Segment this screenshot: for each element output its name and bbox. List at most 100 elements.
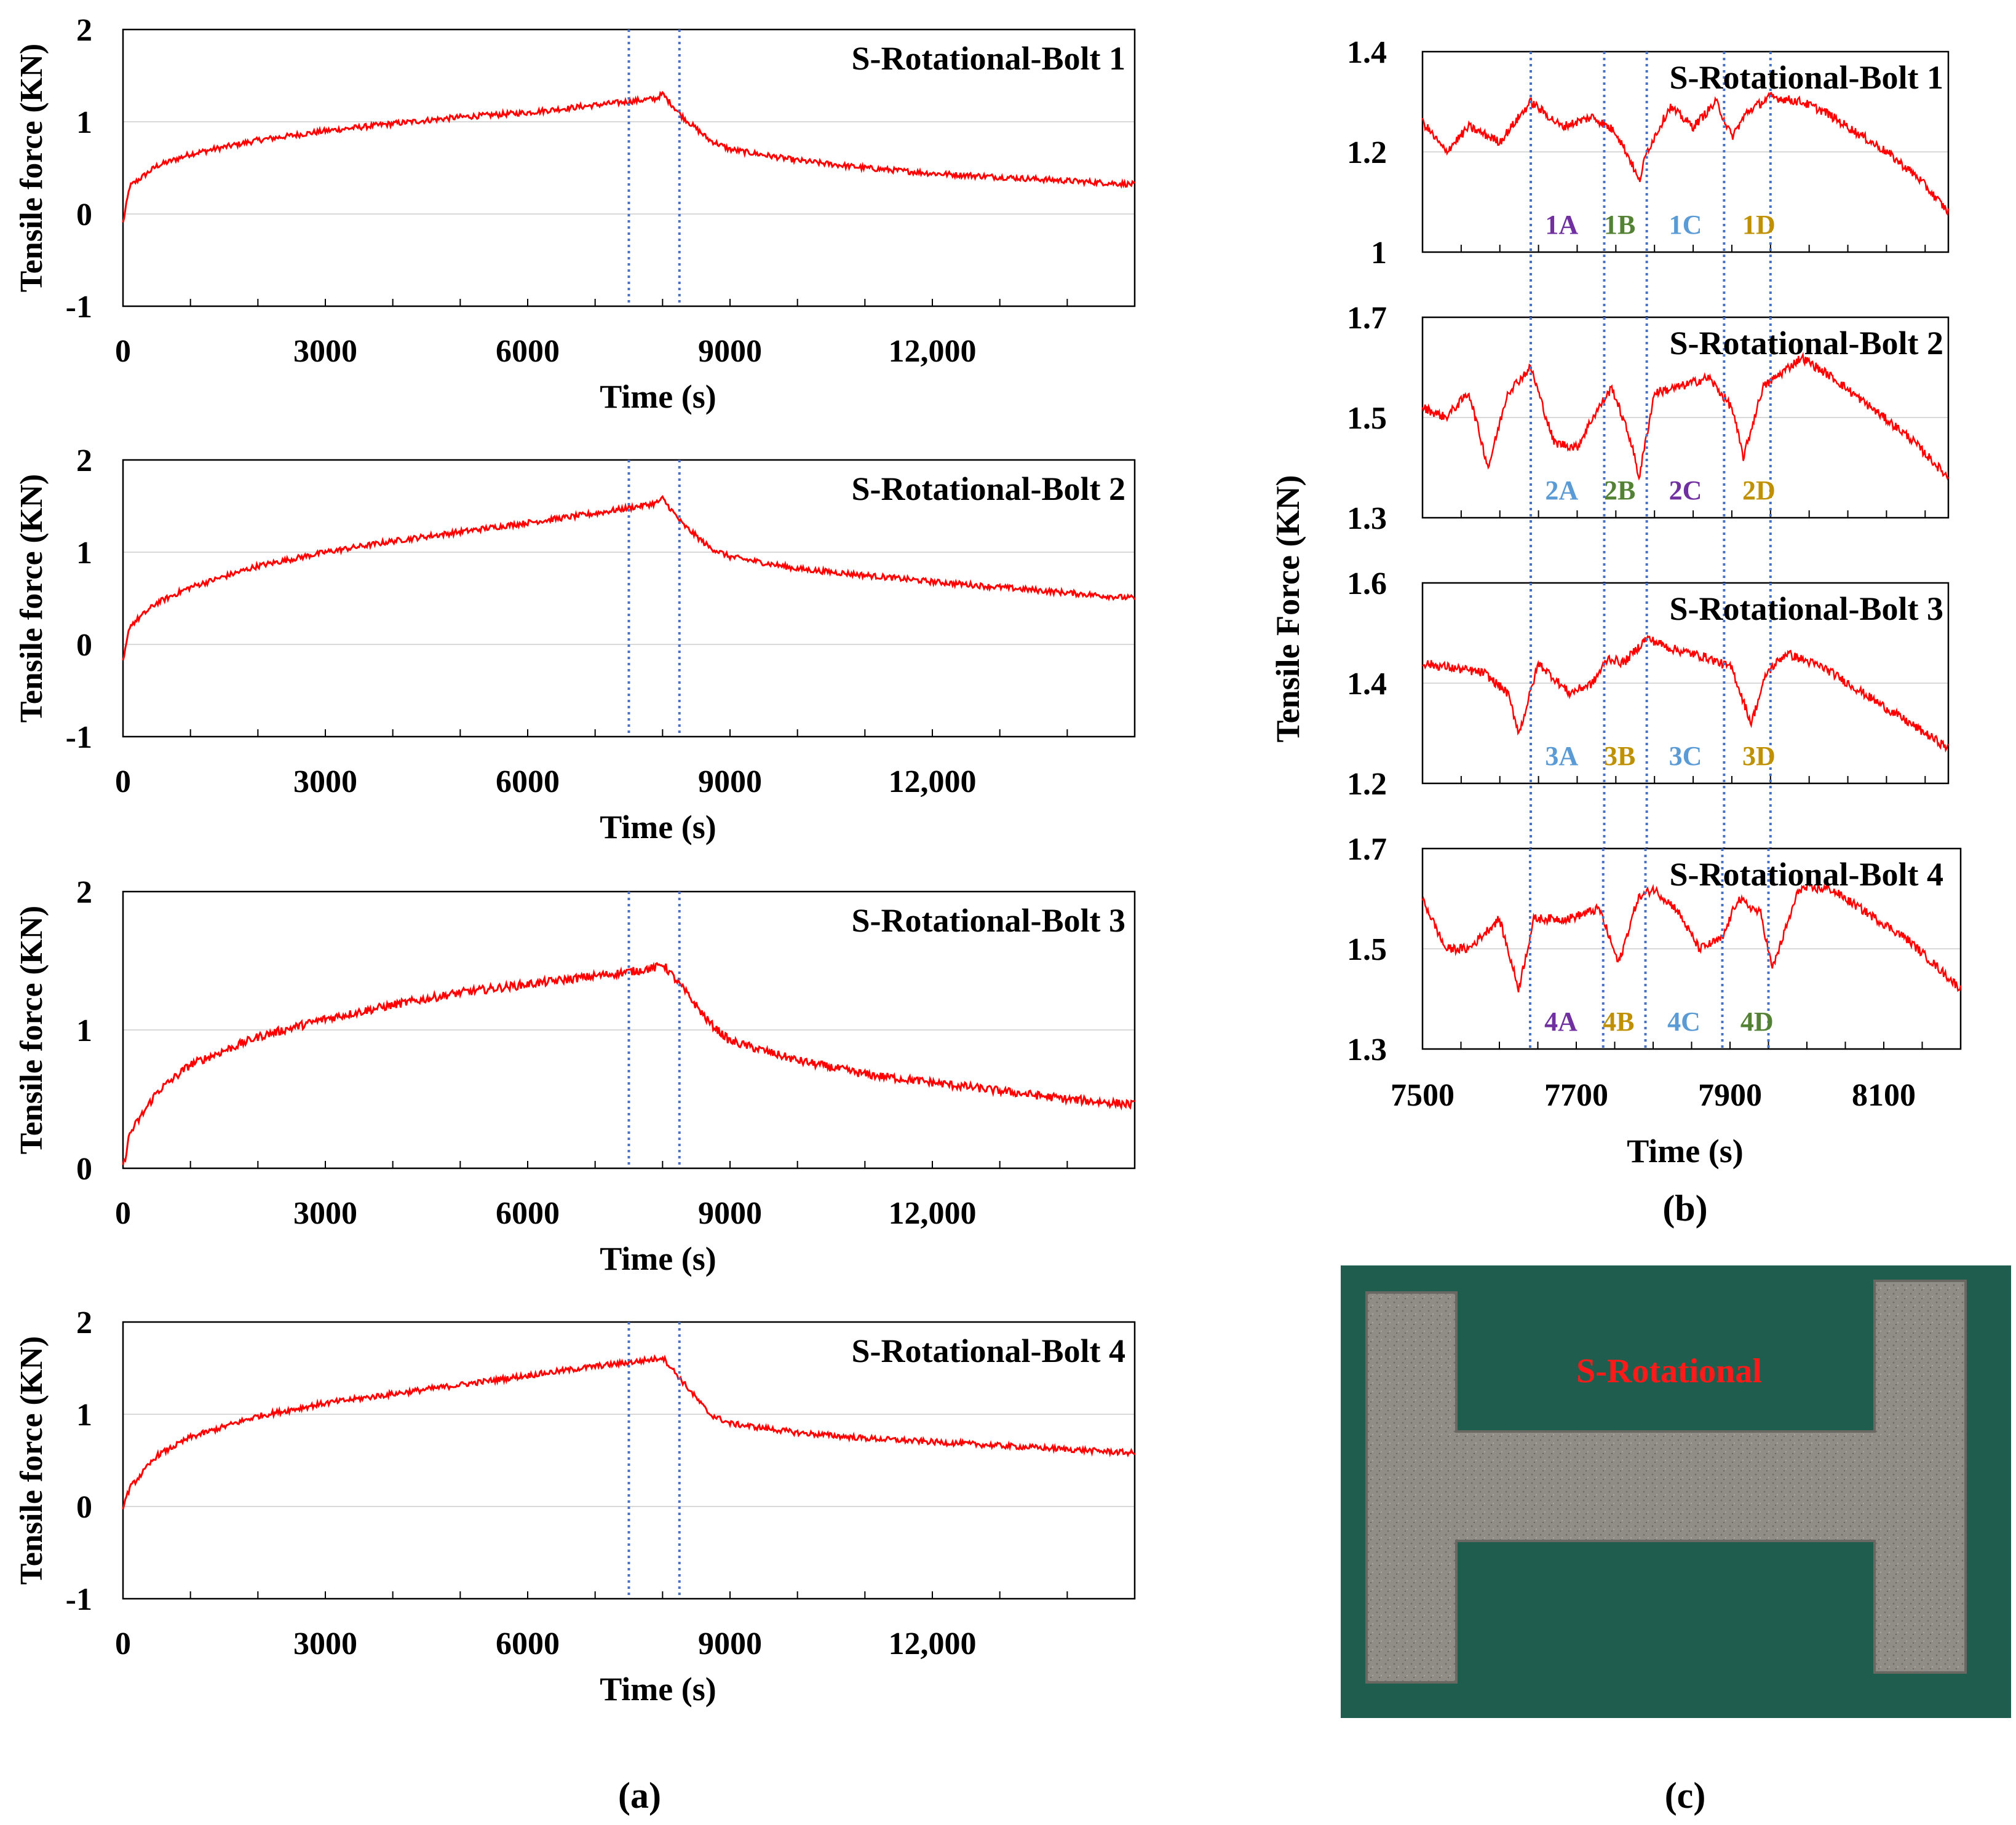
y-axis-label: Tensile force (KN) [14, 474, 49, 722]
y-tick-label: 2 [76, 13, 92, 48]
panel-label-a: (a) [618, 1775, 661, 1816]
chart-title: S-Rotational-Bolt 1 [1670, 59, 1944, 96]
zoom-chart-bolt-4: 1.7 1.5 1.3 S-Rotational-Bolt 4 4A 4B 4C 4D 7500… [1347, 832, 1962, 1113]
y-tick-label: 1.4 [1347, 35, 1387, 70]
x-tick-label: 7700 [1544, 1078, 1608, 1113]
line-chart-bolt-1: 2 1 0 -1 0 3000 6000 9000 12,000 S-Rotational-Bol… [14, 13, 1136, 415]
event-label: 1C [1669, 210, 1702, 240]
x-tick-label: 12,000 [889, 1196, 977, 1231]
chart-title: S-Rotational-Bolt 3 [852, 902, 1126, 939]
series-line [122, 961, 1135, 1165]
y-tick-label: -1 [66, 720, 92, 755]
event-label: 4C [1667, 1007, 1701, 1037]
y-axis-label: Tensile Force (KN) [1269, 475, 1306, 743]
x-tick-label: 12,000 [889, 1626, 977, 1661]
x-tick-label: 3000 [293, 334, 357, 369]
y-tick-label: 1.5 [1347, 932, 1387, 967]
zoom-chart-bolt-1: 1.4 1.2 1 S-Rotational-Bolt 1 1A 1B 1C 1D [1347, 35, 1950, 317]
event-label: 3B [1604, 741, 1635, 771]
y-tick-label: 1.7 [1347, 832, 1387, 867]
event-label: 1D [1742, 210, 1776, 240]
y-tick-label: 1 [76, 1013, 92, 1048]
x-tick-label: 0 [115, 1196, 131, 1231]
plot-frame [1421, 582, 1950, 785]
event-label: 1A [1545, 210, 1578, 240]
y-tick-label: 0 [76, 628, 92, 663]
x-tick-label: 12,000 [889, 764, 977, 799]
x-tick-label: 9000 [698, 1196, 762, 1231]
event-label: 2D [1742, 475, 1776, 505]
x-tick-label: 0 [115, 764, 131, 799]
y-tick-label: 1.7 [1347, 301, 1387, 336]
x-tick-label: 0 [115, 1626, 131, 1661]
panel-a: 2 1 0 -1 0 3000 6000 9000 12,000 S-Rotational-Bol… [14, 13, 1136, 1708]
y-tick-label: 1 [76, 1398, 92, 1433]
event-label: 4A [1544, 1007, 1577, 1037]
x-tick-label: 9000 [698, 764, 762, 799]
line-chart-bolt-3: 2 1 00 3000 6000 9000 12,000 S-Rotational-Bolt … [14, 875, 1136, 1277]
x-tick-label: 9000 [698, 334, 762, 369]
event-label: 4D [1740, 1007, 1774, 1037]
series-line [1421, 352, 1950, 481]
y-axis-label: Tensile force (KN) [14, 1336, 49, 1585]
panel-label-b: (b) [1662, 1188, 1707, 1229]
series-line [1421, 882, 1962, 992]
y-tick-label: 0 [76, 1490, 92, 1525]
zoom-chart-bolt-2: 1.7 1.5 1.3 S-Rotational-Bolt 2 2A 2B 2C 2D [1347, 301, 1950, 583]
x-tick-label: 9000 [698, 1626, 762, 1661]
x-tick-label: 3000 [293, 764, 357, 799]
event-label: 3D [1742, 741, 1776, 771]
plot-frame [1421, 50, 1950, 253]
x-tick-label: 8100 [1852, 1078, 1916, 1113]
x-tick-label: 6000 [496, 1196, 560, 1231]
x-axis-label: Time (s) [600, 378, 716, 415]
event-label: 1B [1604, 210, 1635, 240]
x-tick-label: 3000 [293, 1626, 357, 1661]
event-label: 4B [1603, 1007, 1634, 1037]
chart-title: S-Rotational-Bolt 2 [1670, 325, 1944, 362]
y-tick-label: 0 [76, 1152, 92, 1187]
event-label: 2C [1669, 475, 1702, 505]
y-tick-label: 1 [76, 105, 92, 140]
x-axis-label: Time (s) [1627, 1133, 1743, 1170]
y-tick-label: 1 [76, 536, 92, 571]
series-line [1422, 635, 1950, 753]
series-line [122, 494, 1136, 661]
x-tick-label: 6000 [496, 1626, 560, 1661]
series-line [122, 1354, 1136, 1510]
plot-frame [1421, 316, 1950, 519]
y-tick-label: 1.4 [1347, 667, 1387, 702]
zoom-chart-bolt-3: 1.6 1.4 1.2 S-Rotational-Bolt 3 3A 3B 3C 3D [1347, 566, 1950, 849]
x-axis-label: Time (s) [600, 809, 716, 845]
y-tick-label: -1 [66, 290, 92, 325]
x-axis-label: Time (s) [600, 1671, 716, 1708]
x-tick-label: 3000 [293, 1196, 357, 1231]
y-tick-label: 2 [76, 1305, 92, 1340]
y-tick-label: 1.2 [1347, 767, 1387, 802]
y-tick-label: 1.6 [1347, 566, 1387, 601]
chart-title: S-Rotational-Bolt 4 [1670, 856, 1944, 893]
y-tick-label: 1.2 [1347, 135, 1387, 170]
y-axis-label: Tensile force (KN) [14, 906, 49, 1154]
series-line [1421, 92, 1950, 216]
x-axis-label: Time (s) [600, 1240, 716, 1277]
x-tick-label: 7500 [1391, 1078, 1454, 1113]
event-label: 2A [1545, 475, 1578, 505]
event-label: 3A [1545, 741, 1578, 771]
h-shaped-specimen-icon [1365, 1280, 1967, 1684]
y-tick-label: 1.3 [1347, 1032, 1387, 1067]
specimen-photo: S-Rotational [1341, 1265, 2011, 1718]
chart-title: S-Rotational-Bolt 4 [852, 1332, 1126, 1369]
panel-b: 1.4 1.2 1 S-Rotational-Bolt 1 1A 1B 1C 1D 1.7 1.5… [1269, 35, 1962, 1170]
y-tick-label: 1 [1371, 236, 1387, 271]
specimen-label: S-Rotational [1576, 1352, 1762, 1390]
chart-title: S-Rotational-Bolt 1 [852, 40, 1126, 77]
y-axis-label: Tensile force (KN) [14, 44, 49, 292]
x-tick-label: 0 [115, 334, 131, 369]
y-tick-label: 0 [76, 197, 92, 232]
event-label: 3C [1669, 741, 1702, 771]
event-label: 2B [1604, 475, 1635, 505]
line-chart-bolt-2: 2 1 0 -1 0 3000 6000 9000 12,000 S-Rotational-Bol… [14, 443, 1136, 845]
y-tick-label: 1.3 [1347, 501, 1387, 536]
